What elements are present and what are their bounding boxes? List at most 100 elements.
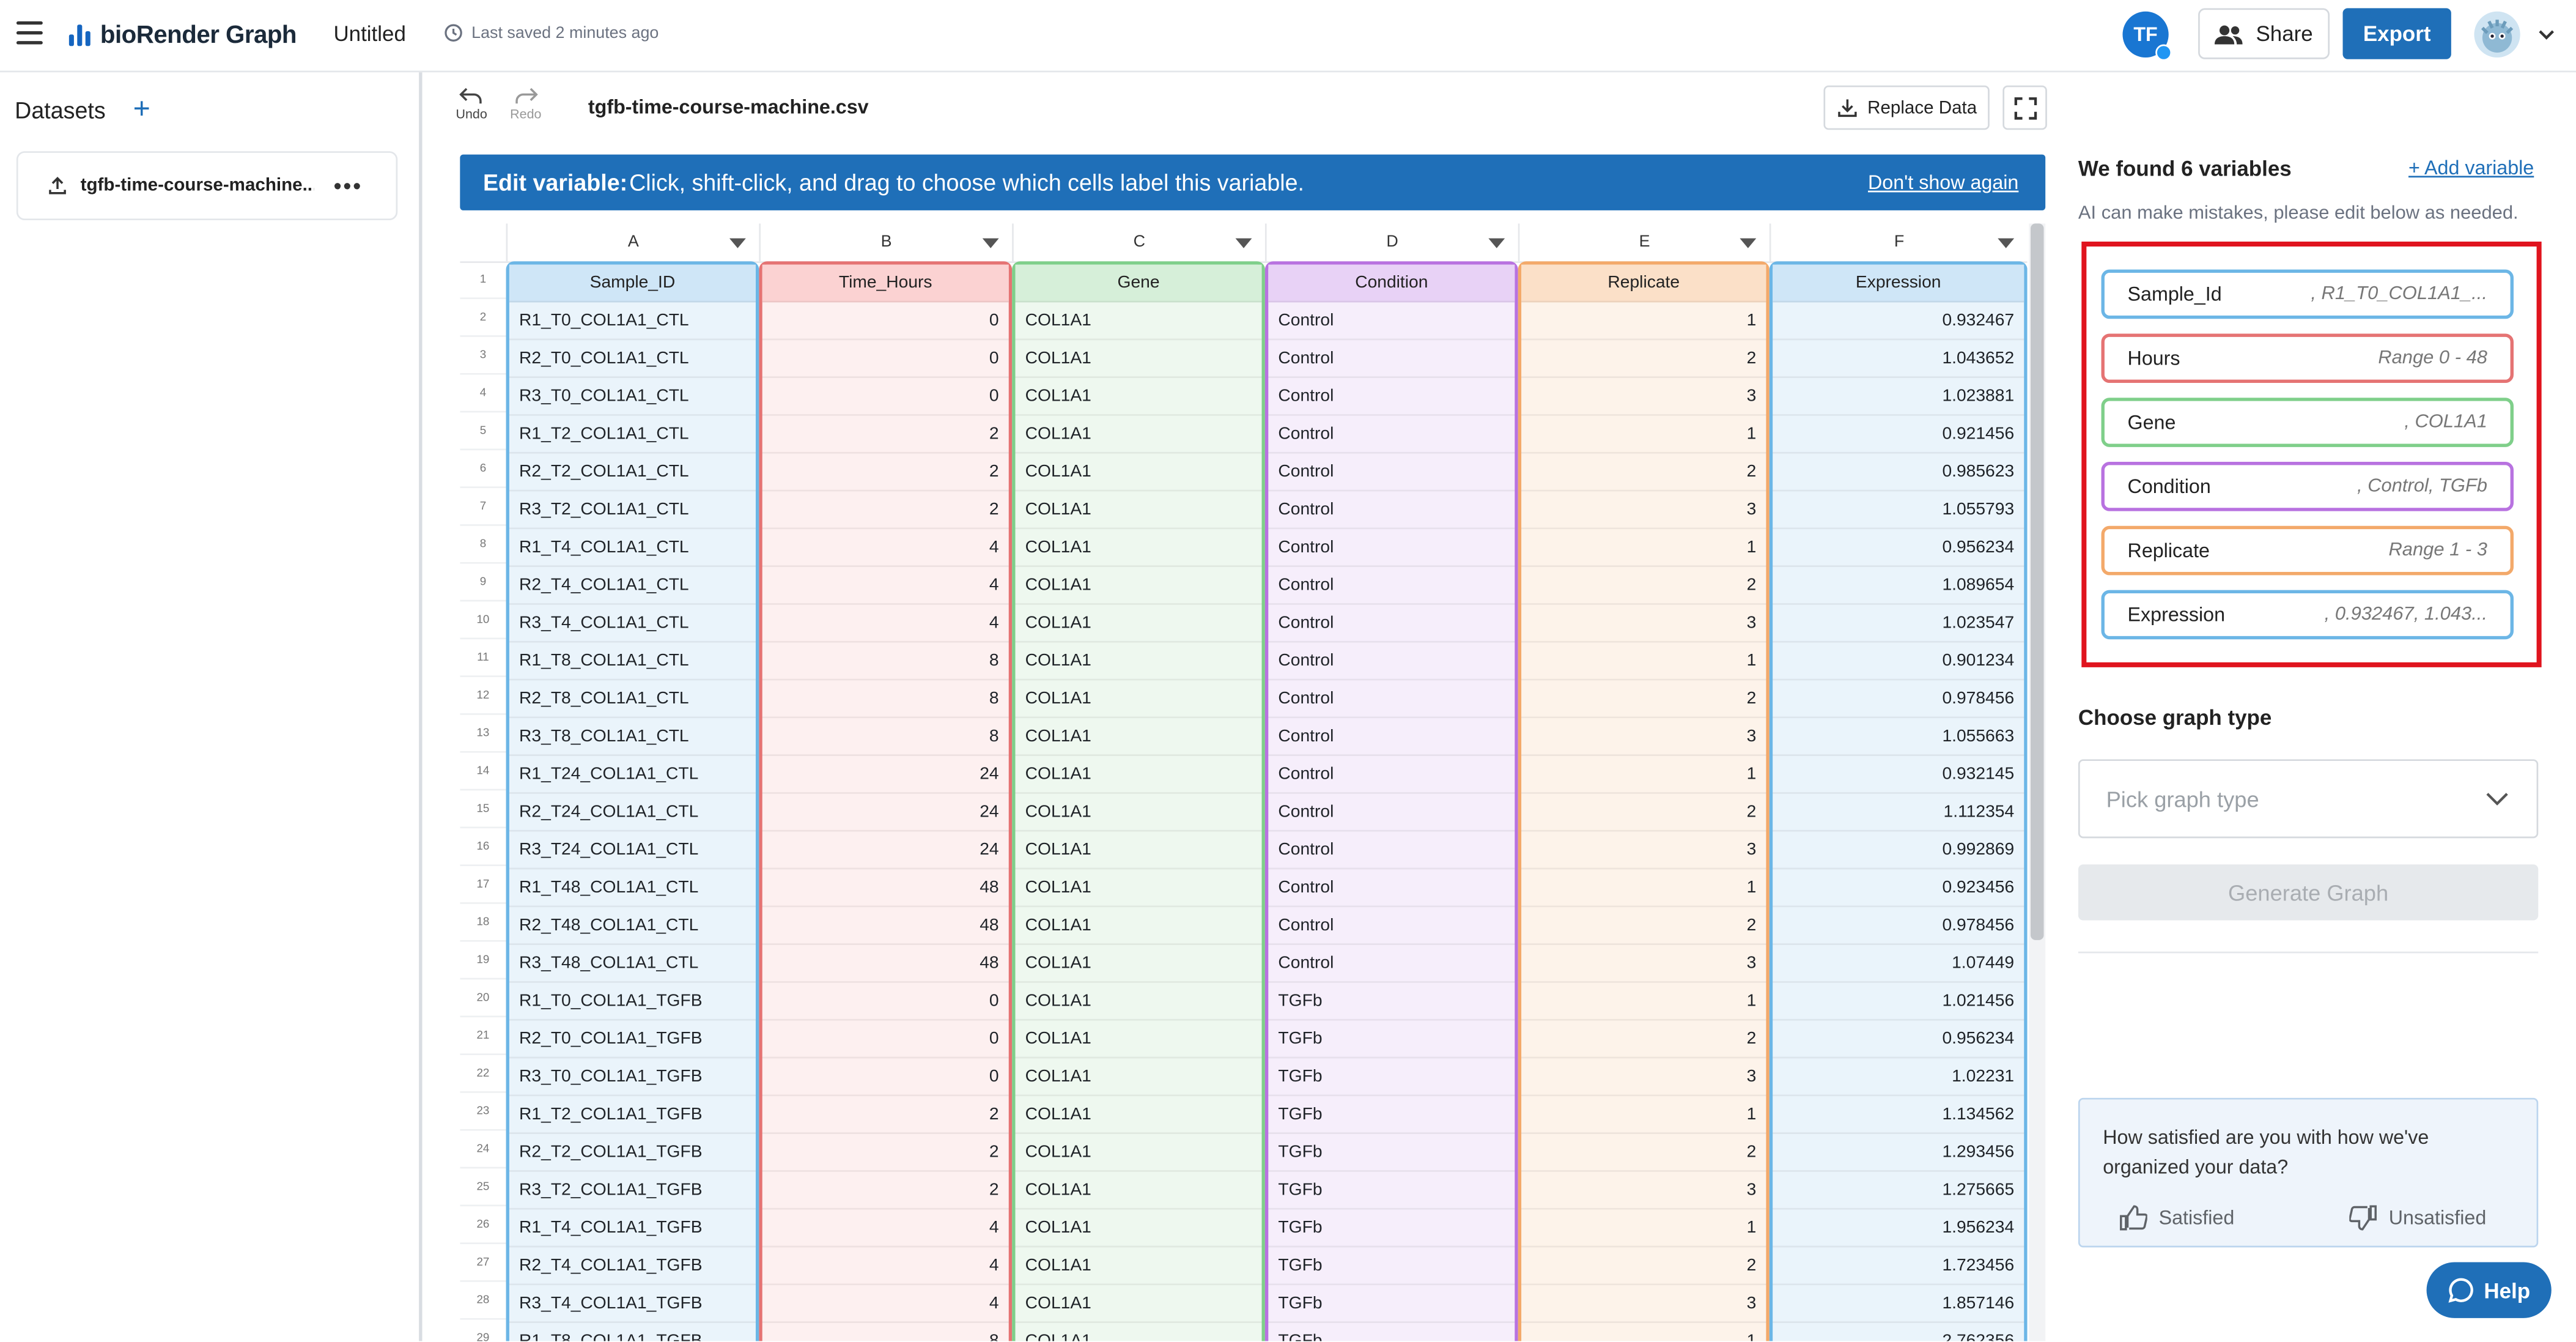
table-cell[interactable]: COL1A1 bbox=[1015, 378, 1262, 416]
variable-column-time-hours[interactable]: Time_Hours 0 0 0 2 2 2 4 4 4 8 8 8 24 24 24 48 48 48 0 0 0 2 2 2… bbox=[759, 261, 1013, 1341]
table-cell[interactable]: R1_T48_COL1A1_CTL bbox=[509, 869, 756, 908]
variable-column-condition[interactable]: Condition Control Control Control Control Con… bbox=[1264, 261, 1518, 1341]
row-number[interactable]: 4 bbox=[460, 375, 506, 413]
table-cell[interactable]: 1 bbox=[1521, 302, 1766, 341]
table-cell[interactable]: R1_T8_COL1A1_CTL bbox=[509, 643, 756, 681]
table-cell[interactable]: 2 bbox=[1521, 1247, 1766, 1286]
table-cell[interactable]: 2 bbox=[762, 1172, 1009, 1210]
undo-button[interactable]: Undo bbox=[454, 87, 490, 122]
column-letter-e[interactable]: E bbox=[1518, 223, 1770, 262]
table-cell[interactable]: Control bbox=[1268, 302, 1515, 341]
table-cell[interactable]: 1 bbox=[1521, 983, 1766, 1021]
row-number[interactable]: 17 bbox=[460, 866, 506, 904]
table-cell[interactable]: COL1A1 bbox=[1015, 1096, 1262, 1134]
table-cell[interactable]: R2_T0_COL1A1_CTL bbox=[509, 340, 756, 378]
variable-pill-expression[interactable]: Expression , 0.932467, 1.043... bbox=[2101, 590, 2514, 640]
variable-pill-replicate[interactable]: Replicate Range 1 - 3 bbox=[2101, 525, 2514, 576]
table-cell[interactable]: 3 bbox=[1521, 1058, 1766, 1097]
table-cell[interactable]: 4 bbox=[762, 605, 1009, 643]
table-cell[interactable]: 1 bbox=[1521, 416, 1766, 454]
row-number[interactable]: 2 bbox=[460, 299, 506, 337]
table-cell[interactable]: Control bbox=[1268, 832, 1515, 870]
table-cell[interactable]: R3_T2_COL1A1_TGFB bbox=[509, 1172, 756, 1210]
table-cell[interactable]: R2_T4_COL1A1_TGFB bbox=[509, 1247, 756, 1286]
table-cell[interactable]: 3 bbox=[1521, 491, 1766, 530]
table-cell[interactable]: 1.023547 bbox=[1773, 605, 2024, 643]
table-cell[interactable]: 0 bbox=[762, 1058, 1009, 1097]
column-letter-f[interactable]: F bbox=[1769, 223, 2028, 262]
row-number[interactable]: 10 bbox=[460, 601, 506, 640]
table-cell[interactable]: R3_T0_COL1A1_CTL bbox=[509, 378, 756, 416]
document-title[interactable]: Untitled bbox=[333, 21, 406, 46]
table-cell[interactable]: 0.985623 bbox=[1773, 454, 2024, 492]
table-cell[interactable]: COL1A1 bbox=[1016, 1323, 1262, 1341]
table-cell[interactable]: R3_T8_COL1A1_CTL bbox=[509, 718, 756, 756]
table-cell[interactable]: 2 bbox=[762, 1134, 1009, 1172]
table-cell[interactable]: R1_T4_COL1A1_TGFB bbox=[509, 1210, 756, 1248]
row-number[interactable]: 26 bbox=[460, 1206, 506, 1244]
column-header-cell[interactable]: Expression bbox=[1773, 264, 2024, 303]
table-cell[interactable]: 2.762356 bbox=[1773, 1323, 2024, 1341]
share-button[interactable]: Share bbox=[2198, 8, 2330, 59]
row-number[interactable]: 5 bbox=[460, 412, 506, 451]
table-cell[interactable]: 1 bbox=[1521, 1210, 1766, 1248]
variable-pill-condition[interactable]: Condition , Control, TGFb bbox=[2101, 462, 2514, 511]
save-status[interactable]: Last saved 2 minutes ago bbox=[443, 23, 659, 43]
table-cell[interactable]: 3 bbox=[1521, 945, 1766, 983]
row-number[interactable]: 8 bbox=[460, 526, 506, 564]
table-cell[interactable]: R1_T0_COL1A1_CTL bbox=[509, 302, 756, 341]
table-cell[interactable]: 1.02231 bbox=[1773, 1058, 2024, 1097]
help-button[interactable]: Help bbox=[2426, 1262, 2552, 1318]
table-cell[interactable]: COL1A1 bbox=[1015, 1172, 1262, 1210]
table-cell[interactable]: 1 bbox=[1521, 529, 1766, 567]
column-dropdown-icon[interactable] bbox=[1998, 238, 2015, 248]
table-cell[interactable]: 0.992869 bbox=[1773, 832, 2024, 870]
column-letter-b[interactable]: B bbox=[759, 223, 1012, 262]
table-cell[interactable]: Control bbox=[1268, 605, 1515, 643]
column-header-cell[interactable]: Replicate bbox=[1521, 264, 1766, 303]
table-cell[interactable]: 2 bbox=[762, 416, 1009, 454]
table-cell[interactable]: 1 bbox=[1521, 1323, 1766, 1341]
table-cell[interactable]: Control bbox=[1268, 378, 1515, 416]
row-number[interactable]: 21 bbox=[460, 1017, 506, 1055]
table-cell[interactable]: 0.978456 bbox=[1773, 680, 2024, 719]
table-cell[interactable]: R1_T2_COL1A1_TGFB bbox=[509, 1096, 756, 1134]
column-header-cell[interactable]: Sample_ID bbox=[509, 264, 756, 303]
column-dropdown-icon[interactable] bbox=[729, 238, 746, 248]
table-cell[interactable]: R3_T0_COL1A1_TGFB bbox=[509, 1058, 756, 1097]
table-cell[interactable]: 24 bbox=[762, 756, 1009, 794]
scrollbar-thumb[interactable] bbox=[2031, 223, 2044, 940]
table-cell[interactable]: COL1A1 bbox=[1015, 1058, 1262, 1097]
satisfied-button[interactable]: Satisfied bbox=[2119, 1204, 2234, 1231]
table-cell[interactable]: COL1A1 bbox=[1015, 718, 1262, 756]
table-cell[interactable]: 1.956234 bbox=[1773, 1210, 2024, 1248]
table-cell[interactable]: 24 bbox=[762, 794, 1009, 832]
row-number[interactable]: 15 bbox=[460, 790, 506, 829]
row-number[interactable]: 14 bbox=[460, 753, 506, 791]
table-cell[interactable]: R2_T0_COL1A1_TGFB bbox=[509, 1021, 756, 1059]
profile-avatar[interactable] bbox=[2474, 11, 2520, 58]
chevron-down-icon[interactable] bbox=[2537, 24, 2556, 44]
table-cell[interactable]: 8 bbox=[762, 643, 1009, 681]
table-cell[interactable]: 0.978456 bbox=[1773, 907, 2024, 945]
row-number[interactable]: 27 bbox=[460, 1244, 506, 1282]
table-cell[interactable]: Control bbox=[1268, 567, 1515, 605]
table-cell[interactable]: TGFb bbox=[1268, 1096, 1515, 1134]
column-dropdown-icon[interactable] bbox=[1488, 238, 1505, 248]
table-cell[interactable]: Control bbox=[1268, 454, 1515, 492]
table-cell[interactable]: 1.857146 bbox=[1773, 1285, 2024, 1323]
row-number[interactable]: 6 bbox=[460, 450, 506, 489]
table-cell[interactable]: COL1A1 bbox=[1015, 1134, 1262, 1172]
table-cell[interactable]: 8 bbox=[762, 1323, 1009, 1341]
table-cell[interactable]: 8 bbox=[762, 718, 1009, 756]
table-cell[interactable]: R3_T4_COL1A1_TGFB bbox=[509, 1285, 756, 1323]
table-cell[interactable]: 2 bbox=[762, 1096, 1009, 1134]
redo-button[interactable]: Redo bbox=[507, 87, 544, 122]
table-cell[interactable]: COL1A1 bbox=[1015, 1210, 1262, 1248]
variable-pill-hours[interactable]: Hours Range 0 - 48 bbox=[2101, 333, 2514, 384]
table-cell[interactable]: 1 bbox=[1521, 756, 1766, 794]
table-cell[interactable]: 2 bbox=[1521, 567, 1766, 605]
table-cell[interactable]: TGFb bbox=[1268, 1021, 1515, 1059]
table-cell[interactable]: R1_T2_COL1A1_CTL bbox=[509, 416, 756, 454]
table-cell[interactable]: Control bbox=[1268, 340, 1515, 378]
